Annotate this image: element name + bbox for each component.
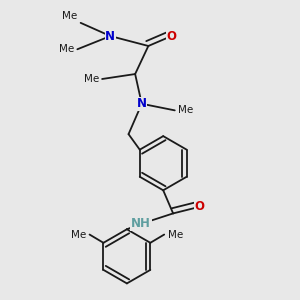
Text: Me: Me [71, 230, 86, 239]
Text: Me: Me [59, 44, 74, 54]
Text: Me: Me [62, 11, 77, 21]
Text: N: N [137, 97, 147, 110]
Text: Me: Me [84, 74, 99, 84]
Text: Me: Me [178, 105, 193, 116]
Text: Me: Me [167, 230, 183, 239]
Text: O: O [194, 200, 205, 213]
Text: NH: NH [131, 217, 151, 230]
Text: N: N [105, 30, 116, 43]
Text: O: O [167, 30, 176, 43]
